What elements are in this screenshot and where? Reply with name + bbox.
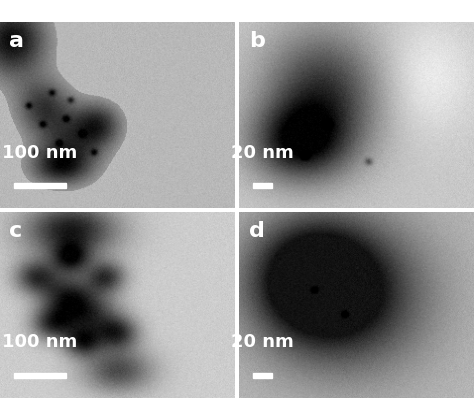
Text: 20 nm: 20 nm <box>231 144 294 162</box>
Text: a: a <box>9 31 24 51</box>
Text: 100 nm: 100 nm <box>2 334 78 351</box>
Bar <box>14 373 66 378</box>
Bar <box>14 183 66 188</box>
Text: 20 nm: 20 nm <box>231 334 294 351</box>
Text: b: b <box>249 31 264 51</box>
Text: c: c <box>9 221 23 241</box>
Text: d: d <box>249 221 264 241</box>
Text: 100 nm: 100 nm <box>2 144 78 162</box>
Bar <box>254 183 272 188</box>
Bar <box>254 373 272 378</box>
